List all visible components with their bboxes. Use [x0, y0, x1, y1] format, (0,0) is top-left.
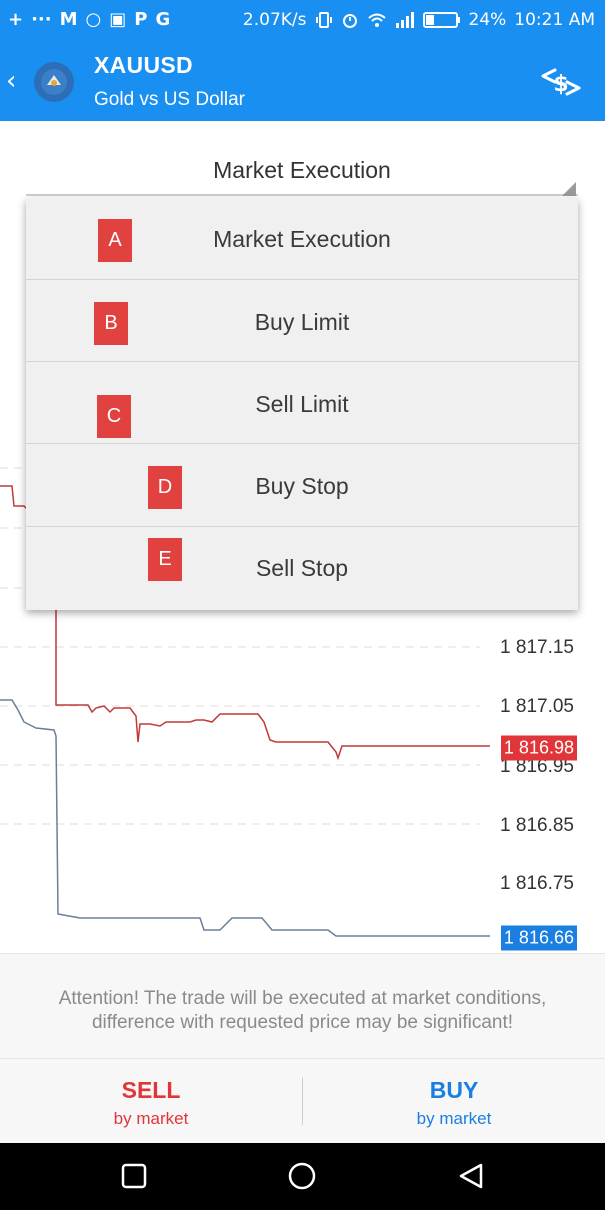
- clock: 10:21 AM: [514, 10, 595, 30]
- app-bar: ‹ XAUUSD Gold vs US Dollar $: [0, 42, 605, 121]
- attention-line-2: difference with requested price may be s…: [91, 1012, 514, 1033]
- option-label: Buy Limit: [254, 309, 350, 335]
- ask-price-tag: 1 816.98: [500, 735, 577, 761]
- back-chevron-icon[interactable]: ‹: [6, 66, 17, 96]
- symbol-title: XAUUSD: [94, 52, 193, 78]
- wifi-icon: [367, 13, 386, 27]
- selector-underline: [26, 194, 578, 196]
- sell-label: SELL: [121, 1077, 181, 1103]
- price-axis-label: 1 816.85: [500, 815, 574, 836]
- option-badge: E: [148, 538, 182, 581]
- buy-sublabel: by market: [416, 1109, 492, 1128]
- price-axis-label: 1 816.95: [500, 756, 574, 777]
- battery-icon: [422, 12, 460, 28]
- option-label: Sell Stop: [255, 555, 349, 581]
- add-icon: +: [8, 9, 24, 30]
- more-icon: ···: [31, 9, 52, 30]
- symbol-description: Gold vs US Dollar: [94, 89, 245, 110]
- option-label: Sell Limit: [255, 391, 349, 417]
- battery-percent: 24%: [468, 10, 507, 30]
- option-sell-limit[interactable]: C Sell Limit: [26, 362, 578, 444]
- attention-notice: Attention! The trade will be executed at…: [0, 953, 605, 1059]
- option-label: Buy Stop: [255, 473, 349, 499]
- dropdown-corner-icon: [562, 182, 576, 196]
- option-buy-stop[interactable]: D Buy Stop: [26, 445, 578, 527]
- back-icon: [459, 1163, 483, 1189]
- currency-exchange-icon[interactable]: $: [537, 62, 585, 102]
- status-right-icons: 2.07K/s 24% 10:21 AM: [243, 10, 595, 30]
- price-axis-label: 1 816.75: [500, 873, 574, 894]
- signal-icon: [395, 12, 414, 28]
- buy-button[interactable]: BUY by market: [303, 1059, 605, 1143]
- option-sell-stop[interactable]: E Sell Stop: [26, 527, 578, 609]
- status-left-icons: + ··· M ○ ▣ P G: [8, 9, 170, 30]
- gmail-icon: M: [59, 9, 78, 30]
- bid-price-line: [0, 699, 490, 937]
- gold-icon: [41, 69, 67, 95]
- alarm-icon: [342, 14, 357, 28]
- buy-label: BUY: [429, 1077, 479, 1103]
- bid-price-tag: 1 816.66: [500, 925, 577, 951]
- order-type-dropdown: A Market Execution B Buy Limit C Sell Li…: [26, 198, 578, 610]
- p-app-icon: P: [134, 9, 148, 30]
- chat-icon: ○: [85, 9, 102, 30]
- attention-line-1: Attention! The trade will be executed at…: [58, 988, 547, 1009]
- option-label: Market Execution: [213, 226, 391, 252]
- status-bar: + ··· M ○ ▣ P G 2.07K/s 24% 10:21 AM: [0, 0, 605, 42]
- price-axis-label: 1 817.05: [500, 696, 574, 717]
- order-type-selector[interactable]: Market Execution: [213, 157, 391, 183]
- option-badge: B: [94, 302, 128, 345]
- nav-buttons: [121, 1162, 483, 1190]
- sell-sublabel: by market: [113, 1109, 189, 1128]
- option-market-execution[interactable]: A Market Execution: [26, 198, 578, 280]
- sell-button[interactable]: SELL by market: [0, 1059, 302, 1143]
- network-speed: 2.07K/s: [242, 10, 307, 30]
- action-divider: [302, 1077, 303, 1125]
- recents-icon: [121, 1163, 147, 1189]
- trade-actions: SELL by market BUY by market: [0, 1059, 605, 1143]
- vibrate-icon: [315, 12, 332, 28]
- system-nav-bar: [0, 1143, 605, 1210]
- google-icon: G: [155, 9, 171, 30]
- option-badge: A: [98, 219, 132, 262]
- price-axis-label: 1 817.15: [500, 637, 574, 658]
- ask-price-line: [0, 485, 490, 761]
- option-badge: D: [148, 466, 182, 509]
- option-badge: C: [97, 395, 131, 438]
- gallery-icon: ▣: [109, 9, 127, 30]
- symbol-avatar: [34, 62, 74, 102]
- svg-text:$: $: [553, 72, 568, 97]
- home-icon: [288, 1162, 316, 1190]
- option-buy-limit[interactable]: B Buy Limit: [26, 280, 578, 362]
